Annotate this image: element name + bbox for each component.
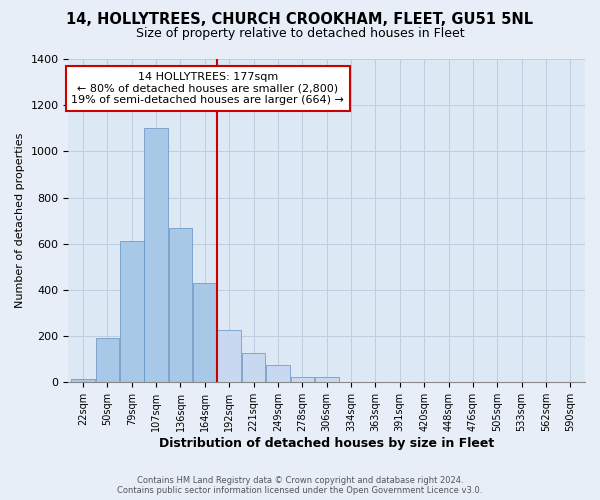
Bar <box>266 365 290 382</box>
Text: Size of property relative to detached houses in Fleet: Size of property relative to detached ho… <box>136 28 464 40</box>
Bar <box>120 242 143 382</box>
Bar <box>145 128 168 382</box>
Bar <box>95 338 119 382</box>
Bar <box>290 376 314 382</box>
Bar <box>315 376 338 382</box>
Bar <box>242 354 265 382</box>
Bar <box>217 330 241 382</box>
Bar <box>193 283 217 382</box>
Y-axis label: Number of detached properties: Number of detached properties <box>15 133 25 308</box>
Text: 14 HOLLYTREES: 177sqm
← 80% of detached houses are smaller (2,800)
19% of semi-d: 14 HOLLYTREES: 177sqm ← 80% of detached … <box>71 72 344 105</box>
Bar <box>71 379 95 382</box>
Text: 14, HOLLYTREES, CHURCH CROOKHAM, FLEET, GU51 5NL: 14, HOLLYTREES, CHURCH CROOKHAM, FLEET, … <box>67 12 533 28</box>
X-axis label: Distribution of detached houses by size in Fleet: Distribution of detached houses by size … <box>159 437 494 450</box>
Bar <box>169 228 193 382</box>
Text: Contains HM Land Registry data © Crown copyright and database right 2024.
Contai: Contains HM Land Registry data © Crown c… <box>118 476 482 495</box>
